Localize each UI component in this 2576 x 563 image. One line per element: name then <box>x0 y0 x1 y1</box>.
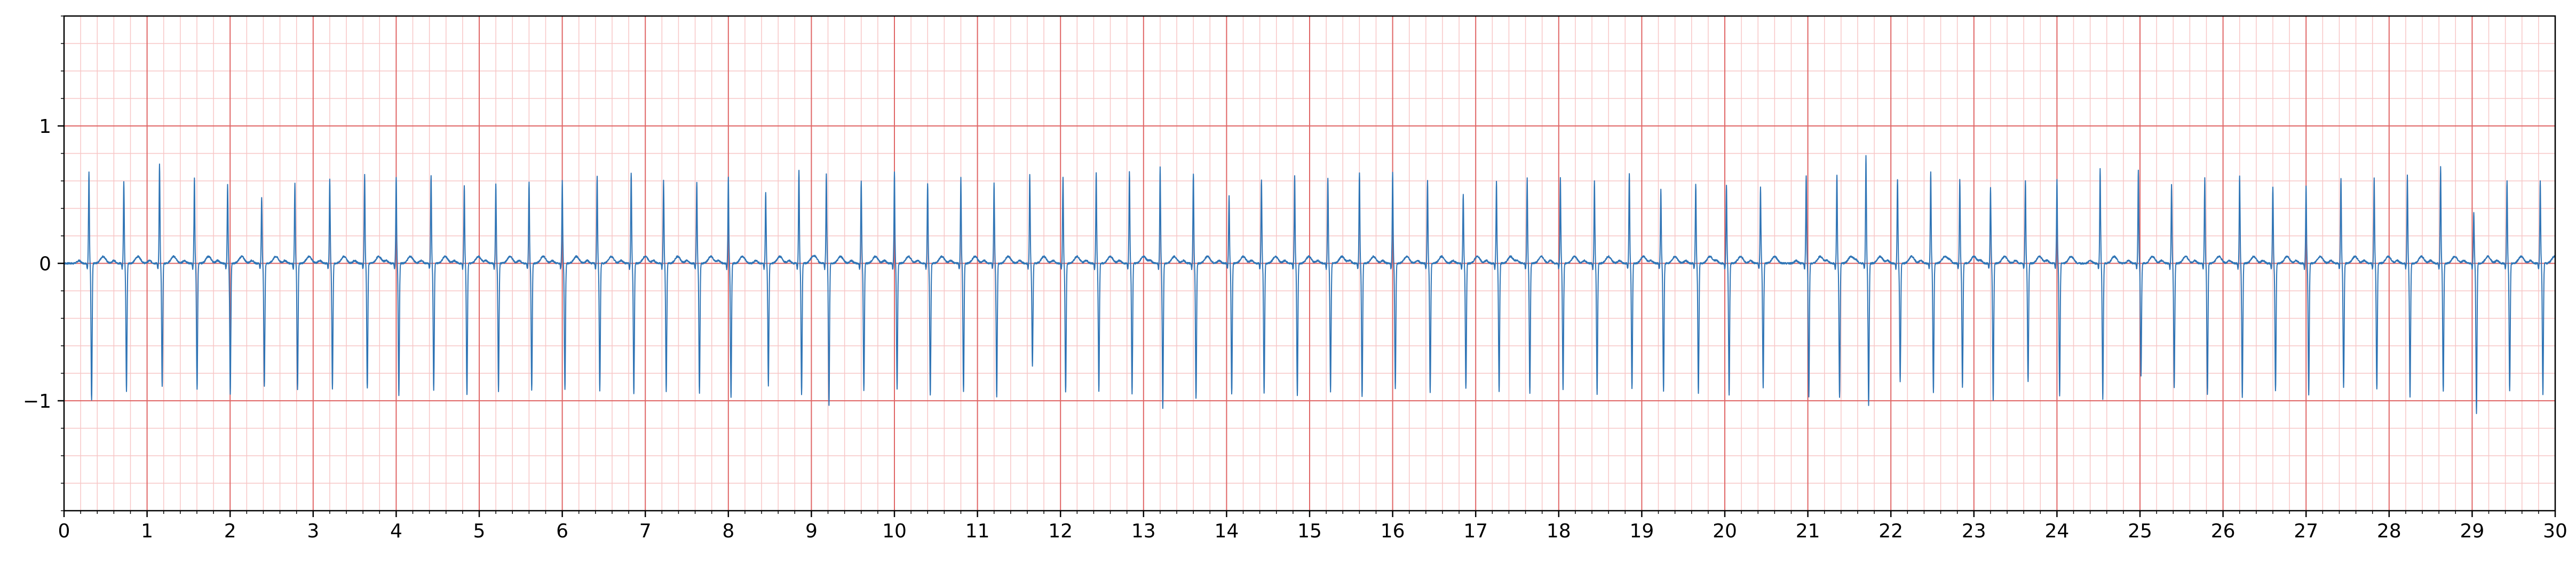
x-tick-label: 24 <box>2044 520 2069 542</box>
y-tick-label: 0 <box>39 253 51 275</box>
x-tick-label: 25 <box>2128 520 2152 542</box>
x-tick-label: 12 <box>1048 520 1073 542</box>
x-tick-label: 20 <box>1713 520 1737 542</box>
y-axis-tick-labels: −1 0 1 <box>23 116 51 413</box>
x-tick-label: 10 <box>882 520 907 542</box>
x-tick-label: 27 <box>2294 520 2318 542</box>
x-tick-label: 2 <box>224 520 236 542</box>
ecg-signal-line <box>64 155 2556 414</box>
x-tick-label: 14 <box>1214 520 1239 542</box>
x-tick-label: 1 <box>141 520 153 542</box>
axis-ticks <box>58 15 2556 517</box>
x-tick-label: 7 <box>639 520 652 542</box>
x-axis-tick-labels: 0 1 2 3 4 5 6 7 8 9 10 11 12 13 14 15 16 17 18 19 20 21 22 23 24… <box>58 520 2567 542</box>
y-tick-label: 1 <box>39 116 51 138</box>
x-tick-label: 29 <box>2460 520 2484 542</box>
x-tick-label: 28 <box>2377 520 2401 542</box>
x-tick-label: 8 <box>722 520 734 542</box>
x-tick-label: 0 <box>58 520 70 542</box>
x-tick-label: 26 <box>2211 520 2236 542</box>
x-tick-label: 11 <box>965 520 990 542</box>
x-tick-label: 17 <box>1463 520 1488 542</box>
x-tick-label: 30 <box>2543 520 2567 542</box>
x-tick-label: 22 <box>1879 520 1903 542</box>
x-tick-label: 3 <box>307 520 319 542</box>
x-tick-label: 18 <box>1547 520 1571 542</box>
x-tick-label: 6 <box>556 520 568 542</box>
x-tick-label: 13 <box>1131 520 1156 542</box>
x-tick-label: 15 <box>1297 520 1322 542</box>
x-tick-label: 5 <box>473 520 486 542</box>
x-tick-label: 9 <box>805 520 818 542</box>
x-tick-label: 16 <box>1381 520 1405 542</box>
y-tick-label: −1 <box>23 391 51 413</box>
x-tick-label: 23 <box>1962 520 1986 542</box>
x-tick-label: 4 <box>390 520 402 542</box>
x-tick-label: 19 <box>1629 520 1654 542</box>
x-tick-label: 21 <box>1796 520 1820 542</box>
